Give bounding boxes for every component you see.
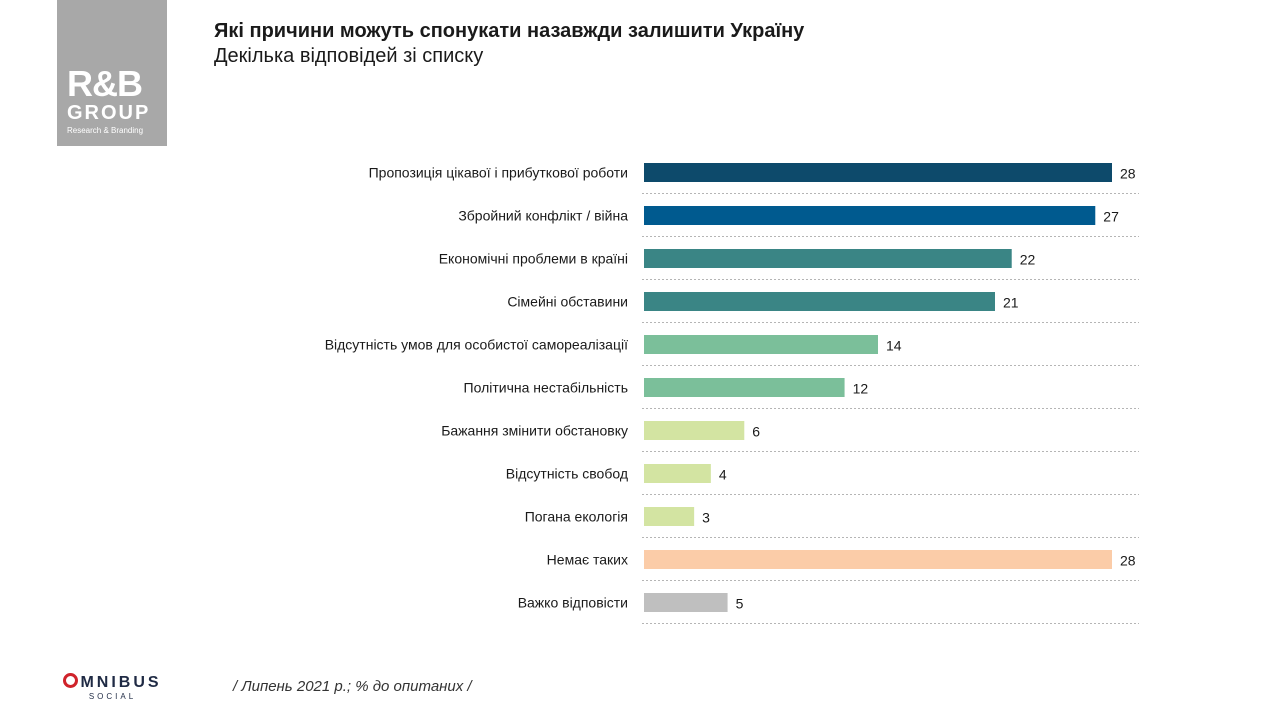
- category-label: Важко відповісти: [518, 595, 628, 611]
- value-label: 28: [1120, 553, 1136, 569]
- value-label: 22: [1020, 252, 1036, 268]
- value-label: 14: [886, 338, 902, 354]
- logo-group: GROUP: [67, 102, 151, 124]
- rb-group-logo: R&B GROUP Research & Branding: [57, 0, 167, 146]
- footnote: / Липень 2021 р.; % до опитаних /: [233, 678, 472, 695]
- bar: [644, 163, 1112, 182]
- bar: [644, 507, 695, 526]
- value-label: 12: [853, 381, 869, 397]
- bar: [644, 421, 745, 440]
- value-label: 4: [719, 467, 727, 483]
- category-label: Немає таких: [547, 552, 628, 568]
- bar: [644, 593, 728, 612]
- logo-mark: R&B: [67, 63, 143, 104]
- bar: [644, 335, 878, 354]
- category-label: Відсутність свобод: [506, 466, 628, 482]
- omnibus-word-text: MNIBUS: [80, 674, 162, 691]
- bar: [644, 550, 1112, 569]
- chart-subtitle: Декілька відповідей зі списку: [214, 45, 484, 67]
- omnibus-logo: MNIBUS SOCIAL: [55, 673, 170, 702]
- omnibus-social: SOCIAL: [88, 692, 137, 701]
- category-label: Погана екологія: [525, 509, 628, 525]
- value-label: 5: [736, 596, 744, 612]
- chart-title: Які причини можуть спонукати назавжди за…: [214, 20, 805, 42]
- category-label: Відсутність умов для особистої самореалі…: [325, 337, 628, 353]
- omnibus-o-ring: [63, 673, 79, 688]
- category-label: Економічні проблеми в країні: [439, 251, 628, 267]
- logo-tagline: Research & Branding: [67, 126, 144, 135]
- bar: [644, 206, 1096, 225]
- bar: [644, 464, 711, 483]
- bar: [644, 249, 1012, 268]
- bar: [644, 292, 995, 311]
- bar: [644, 378, 845, 397]
- value-label: 27: [1103, 209, 1119, 225]
- category-label: Пропозиція цікавої і прибуткової роботи: [369, 165, 628, 181]
- value-label: 28: [1120, 166, 1136, 182]
- value-label: 3: [702, 510, 710, 526]
- category-label: Збройний конфлікт / війна: [458, 208, 628, 224]
- category-label: Бажання змінити обстановку: [441, 423, 628, 439]
- value-label: 6: [752, 424, 760, 440]
- omnibus-word: MNIBUS: [55, 673, 170, 692]
- category-label: Сімейні обставини: [507, 294, 628, 310]
- category-label: Політична нестабільність: [464, 380, 628, 396]
- value-label: 21: [1003, 295, 1019, 311]
